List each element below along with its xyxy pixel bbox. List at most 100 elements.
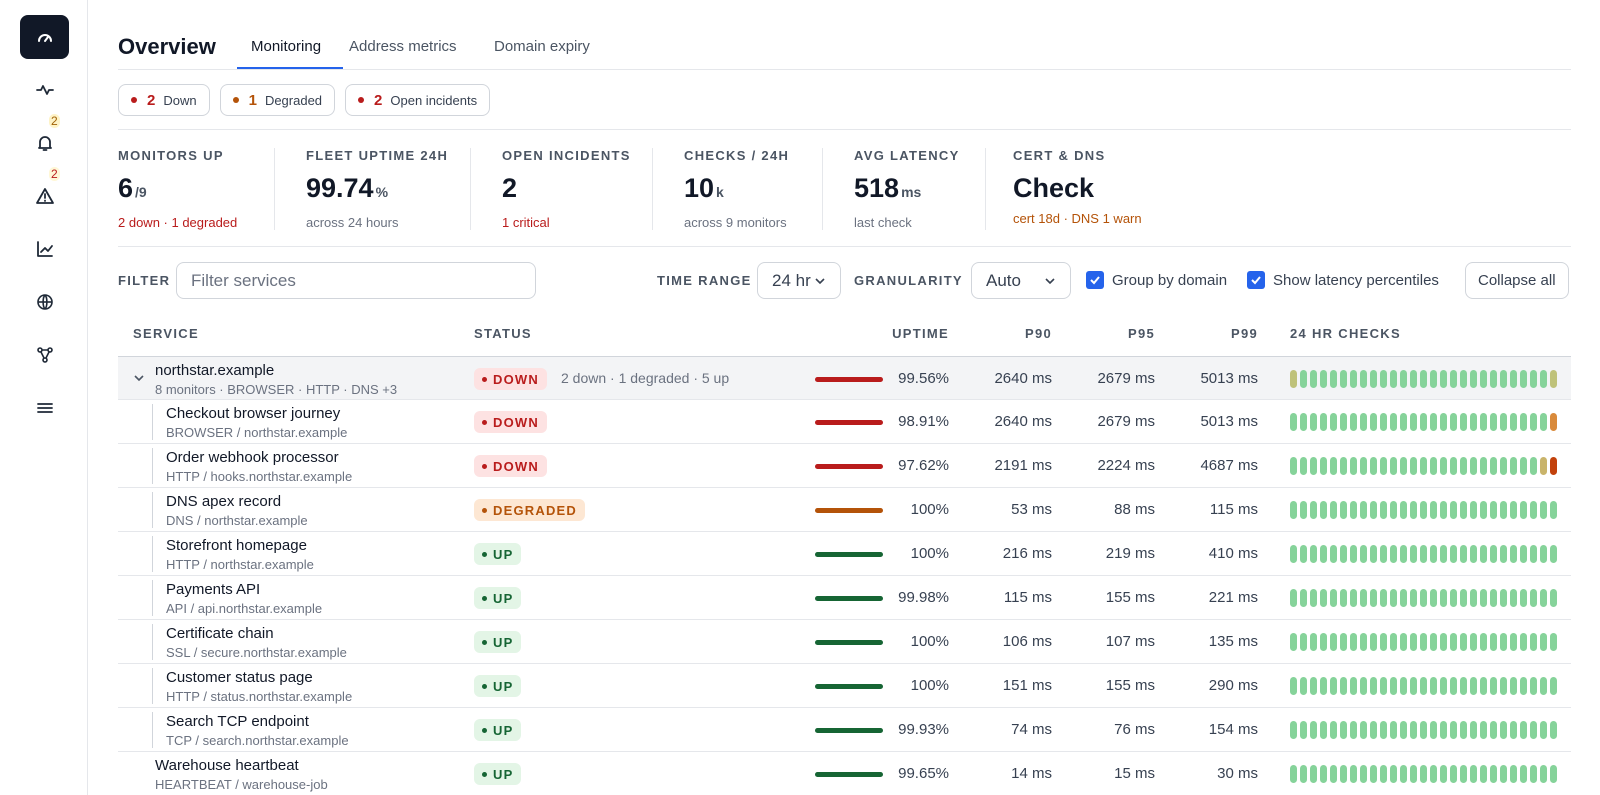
check-tick[interactable] [1420,413,1427,431]
check-tick[interactable] [1540,633,1547,651]
check-tick[interactable] [1390,677,1397,695]
check-tick[interactable] [1430,633,1437,651]
check-tick[interactable] [1310,501,1317,519]
chevron-down-icon[interactable] [132,371,146,385]
check-tick[interactable] [1520,677,1527,695]
check-tick[interactable] [1410,765,1417,783]
check-tick[interactable] [1320,457,1327,475]
tab-monitoring[interactable]: Monitoring [237,38,343,69]
check-tick[interactable] [1370,457,1377,475]
check-tick[interactable] [1400,589,1407,607]
check-tick[interactable] [1350,457,1357,475]
check-tick[interactable] [1320,413,1327,431]
check-tick[interactable] [1300,633,1307,651]
check-tick[interactable] [1410,677,1417,695]
check-tick[interactable] [1530,413,1537,431]
table-row[interactable]: Warehouse heartbeat HEARTBEAT / warehouse… [118,752,1571,795]
check-tick[interactable] [1350,545,1357,563]
check-tick[interactable] [1380,589,1387,607]
check-tick[interactable] [1350,721,1357,739]
check-tick[interactable] [1420,370,1427,388]
check-tick[interactable] [1380,721,1387,739]
check-tick[interactable] [1520,633,1527,651]
check-tick[interactable] [1390,370,1397,388]
check-tick[interactable] [1500,677,1507,695]
check-tick[interactable] [1310,370,1317,388]
check-tick[interactable] [1360,677,1367,695]
table-row[interactable]: Certificate chain SSL / secure.northstar.… [118,620,1571,664]
check-tick[interactable] [1450,589,1457,607]
check-tick[interactable] [1320,501,1327,519]
check-tick[interactable] [1480,413,1487,431]
checkbox-checked[interactable] [1086,271,1104,289]
service-name[interactable]: Payments API [166,581,261,598]
check-tick[interactable] [1440,370,1447,388]
check-tick[interactable] [1470,589,1477,607]
down-pill[interactable]: 2 Down [118,84,210,116]
check-tick[interactable] [1300,413,1307,431]
check-tick[interactable] [1360,501,1367,519]
check-tick[interactable] [1410,370,1417,388]
table-row[interactable]: Storefront homepage HTTP / northstar.exam… [118,532,1571,576]
check-tick[interactable] [1290,457,1297,475]
tab-address-metrics[interactable]: Address metrics [349,38,457,55]
check-tick[interactable] [1390,545,1397,563]
check-tick[interactable] [1370,589,1377,607]
check-tick[interactable] [1340,501,1347,519]
check-tick[interactable] [1530,545,1537,563]
check-tick[interactable] [1540,677,1547,695]
check-tick[interactable] [1430,501,1437,519]
check-tick[interactable] [1460,633,1467,651]
check-tick[interactable] [1530,370,1537,388]
check-tick[interactable] [1500,457,1507,475]
col-uptime[interactable]: UPTIME [892,326,949,341]
check-tick[interactable] [1470,413,1477,431]
check-tick[interactable] [1340,457,1347,475]
check-tick[interactable] [1410,413,1417,431]
check-tick[interactable] [1350,413,1357,431]
check-tick[interactable] [1350,633,1357,651]
check-tick[interactable] [1520,457,1527,475]
check-tick[interactable] [1510,545,1517,563]
check-tick[interactable] [1470,721,1477,739]
check-tick[interactable] [1480,633,1487,651]
check-tick[interactable] [1310,633,1317,651]
check-tick[interactable] [1430,765,1437,783]
check-tick[interactable] [1330,721,1337,739]
check-tick[interactable] [1530,589,1537,607]
check-tick[interactable] [1550,589,1557,607]
check-tick[interactable] [1340,721,1347,739]
check-tick[interactable] [1440,721,1447,739]
check-tick[interactable] [1440,765,1447,783]
check-tick[interactable] [1490,677,1497,695]
check-tick[interactable] [1380,413,1387,431]
check-tick[interactable] [1350,589,1357,607]
check-tick[interactable] [1290,545,1297,563]
check-tick[interactable] [1420,457,1427,475]
check-tick[interactable] [1360,721,1367,739]
check-tick[interactable] [1370,370,1377,388]
service-name[interactable]: Storefront homepage [166,537,307,554]
check-tick[interactable] [1510,413,1517,431]
check-tick[interactable] [1480,677,1487,695]
check-tick[interactable] [1390,413,1397,431]
check-tick[interactable] [1490,501,1497,519]
check-tick[interactable] [1310,677,1317,695]
check-tick[interactable] [1420,765,1427,783]
check-tick[interactable] [1400,633,1407,651]
table-row[interactable]: Checkout browser journey BROWSER / norths… [118,400,1571,444]
check-tick[interactable] [1390,721,1397,739]
check-tick[interactable] [1540,457,1547,475]
check-tick[interactable] [1400,765,1407,783]
check-tick[interactable] [1320,370,1327,388]
check-tick[interactable] [1350,765,1357,783]
check-tick[interactable] [1490,721,1497,739]
check-tick[interactable] [1490,457,1497,475]
check-tick[interactable] [1470,677,1477,695]
check-tick[interactable] [1380,545,1387,563]
check-tick[interactable] [1510,721,1517,739]
check-tick[interactable] [1450,633,1457,651]
table-row[interactable]: Search TCP endpoint TCP / search.northsta… [118,708,1571,752]
check-tick[interactable] [1330,457,1337,475]
check-tick[interactable] [1290,633,1297,651]
